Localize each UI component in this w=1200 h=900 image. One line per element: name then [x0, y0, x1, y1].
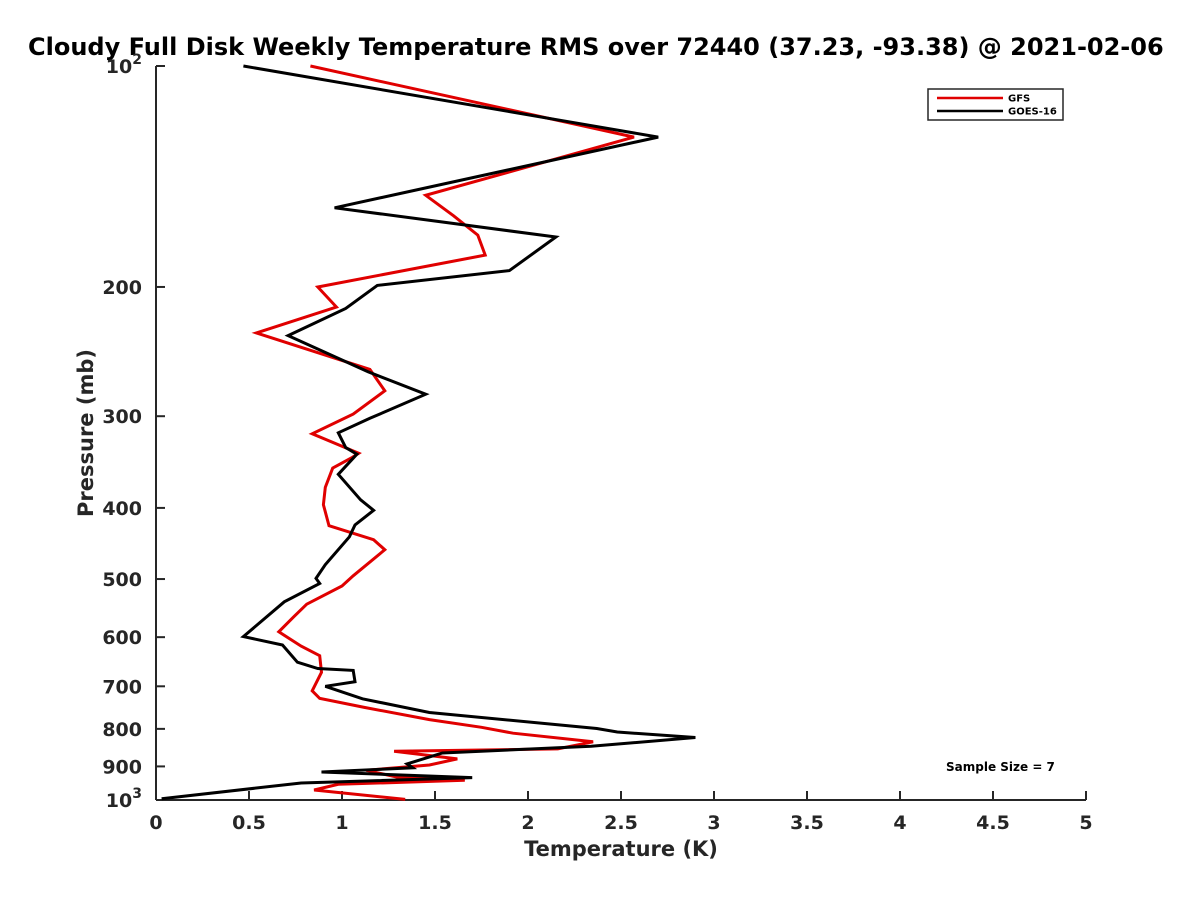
series-line-gfs [251, 64, 635, 801]
y-tick-base: 10 [106, 790, 132, 812]
x-tick-label: 2 [521, 812, 534, 834]
legend: GFS GOES-16 [927, 88, 1064, 121]
y-tick-label: 800 [102, 719, 142, 741]
chart-title: Cloudy Full Disk Weekly Temperature RMS … [28, 33, 1164, 61]
y-tick-label: 700 [102, 676, 142, 698]
y-tick-label: 400 [102, 498, 142, 520]
y-tick-exponent: 3 [132, 786, 142, 802]
legend-label: GFS [1008, 94, 1030, 105]
y-tick-label: 900 [102, 756, 142, 778]
x-tick-label: 2.5 [604, 812, 638, 834]
y-tick-label: 103 [106, 786, 142, 812]
y-tick-label: 200 [102, 277, 142, 299]
y-tick-exponent: 2 [132, 52, 142, 68]
series-line-goes-16 [161, 64, 696, 801]
x-axis-label: Temperature (K) [524, 837, 718, 861]
y-tick-label: 600 [102, 627, 142, 649]
legend-box [927, 88, 1064, 121]
x-tick-label: 4 [893, 812, 906, 834]
y-tick-label: 102 [106, 52, 142, 78]
x-tick-label: 1.5 [418, 812, 452, 834]
x-tick-label: 0.5 [232, 812, 266, 834]
x-tick-label: 5 [1079, 812, 1092, 834]
x-tick-label: 1 [335, 812, 348, 834]
series-lines [161, 64, 696, 801]
x-tick-label: 4.5 [976, 812, 1010, 834]
y-tick-label: 300 [102, 406, 142, 428]
y-tick-label: 500 [102, 569, 142, 591]
sample-size-annotation: Sample Size = 7 [946, 760, 1055, 774]
x-tick-label: 0 [149, 812, 162, 834]
legend-label: GOES-16 [1008, 107, 1057, 118]
x-tick-label: 3.5 [790, 812, 824, 834]
y-tick-base: 10 [106, 56, 132, 78]
x-axis-ticks: 0 0.5 1 1.5 2 2.5 3 3.5 4 4.5 5 [149, 791, 1093, 834]
x-tick-label: 3 [707, 812, 720, 834]
plot-area: 0 0.5 1 1.5 2 2.5 3 3.5 4 4.5 5 102200300400500600… [102, 52, 1092, 834]
y-axis-label: Pressure (mb) [74, 349, 98, 517]
